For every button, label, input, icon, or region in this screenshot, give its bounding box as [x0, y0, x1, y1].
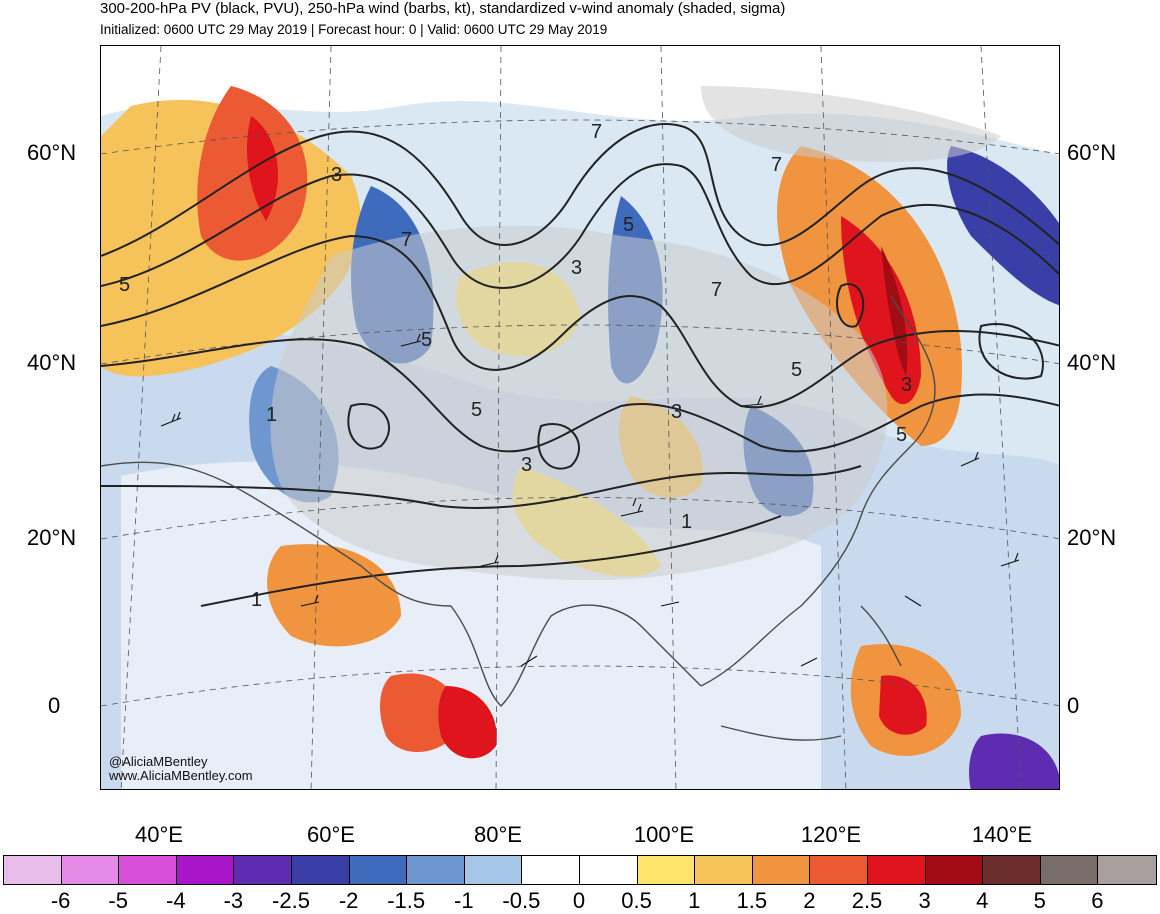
pv-contours — [101, 123, 1059, 607]
colorbar-swatch — [810, 856, 868, 884]
colorbar-tick-label: 0 — [572, 888, 586, 913]
contour-label: 1 — [266, 404, 277, 426]
wind-barbs — [160, 333, 1020, 667]
contour-label: 3 — [671, 401, 682, 423]
colorbar-tick-label: -0.5 — [502, 888, 541, 913]
colorbar-tick-label: -5 — [108, 888, 128, 913]
lat-label-left: 0 — [48, 693, 61, 718]
colorbar-tick-label: 2.5 — [851, 888, 883, 913]
colorbar-swatch — [119, 856, 177, 884]
colorbar-swatch — [1098, 856, 1156, 884]
colorbar-tick-label: 0.5 — [621, 888, 652, 913]
contour-label: 7 — [711, 279, 722, 301]
contour-label: 1 — [251, 589, 262, 611]
credit-url: www.AliciaMBentley.com — [109, 768, 253, 783]
contour-labels: 7 7 5 3 5 7 3 7 5 1 3 3 1 1 5 3 5 5 — [119, 121, 912, 611]
coastline — [101, 295, 936, 741]
colorbar-swatch — [522, 856, 580, 884]
lon-label: 120°E — [800, 822, 862, 847]
colorbar-tick-label: 1 — [688, 888, 701, 913]
lon-label: 80°E — [474, 822, 522, 847]
contour-label: 5 — [471, 399, 482, 421]
colorbar-tick-label: -1 — [454, 888, 474, 913]
colorbar-tick-label: -3 — [223, 888, 244, 913]
lon-label: 100°E — [633, 822, 695, 847]
map-panel: 7 7 5 3 5 7 3 7 5 1 3 3 1 1 5 3 5 5 @Ali… — [100, 45, 1060, 790]
map-canvas: 7 7 5 3 5 7 3 7 5 1 3 3 1 1 5 3 5 5 — [101, 46, 1059, 789]
contour-label: 7 — [591, 121, 602, 143]
colorbar-swatch — [349, 856, 408, 884]
colorbar-swatch — [176, 856, 235, 884]
chart-title: 300-200-hPa PV (black, PVU), 250-hPa win… — [100, 0, 786, 17]
contour-label: 5 — [623, 214, 634, 236]
colorbar-swatch — [867, 856, 926, 884]
colorbar-tick-label: 4 — [976, 888, 989, 913]
chart-subtitle: Initialized: 0600 UTC 29 May 2019 | Fore… — [100, 22, 608, 37]
colorbar-tick-label: -6 — [50, 888, 71, 913]
colorbar-swatch — [1040, 856, 1099, 884]
contour-label: 7 — [771, 154, 782, 176]
colorbar — [3, 855, 1157, 885]
contour-label: 5 — [896, 424, 907, 446]
colorbar-swatch — [61, 856, 120, 884]
colorbar-tick-label: -2 — [338, 888, 359, 913]
colorbar-swatch — [637, 856, 696, 884]
colorbar-tick-label: 5 — [1033, 888, 1046, 913]
colorbar-swatch — [291, 856, 350, 884]
colorbar-tick-label: -2.5 — [272, 888, 310, 913]
colorbar-swatch — [752, 856, 811, 884]
contour-label: 5 — [421, 329, 432, 351]
lon-label: 40°E — [135, 822, 183, 847]
lat-label-right: 0 — [1067, 693, 1080, 718]
colorbar-tick-label: -4 — [166, 888, 186, 913]
colorbar-swatch — [407, 856, 465, 884]
contour-label: 3 — [571, 257, 582, 279]
contour-label: 3 — [331, 164, 342, 186]
contour-label: 1 — [681, 511, 692, 533]
colorbar-tick-label: 1.5 — [736, 888, 768, 913]
lat-label-right: 60°N — [1067, 140, 1117, 165]
colorbar-swatch — [464, 856, 523, 884]
colorbar-swatch — [695, 856, 753, 884]
lat-label-left: 40°N — [27, 350, 77, 375]
lat-label-right: 20°N — [1067, 525, 1117, 550]
colorbar-swatch — [4, 856, 62, 884]
contour-label: 3 — [521, 454, 532, 476]
lon-label: 60°E — [307, 822, 355, 847]
contour-label: 5 — [791, 359, 802, 381]
contour-label: 3 — [901, 374, 912, 396]
contour-label: 5 — [119, 274, 130, 296]
colorbar-swatch — [579, 856, 638, 884]
lat-label-right: 40°N — [1067, 350, 1117, 375]
colorbar-tick-label: 2 — [803, 888, 816, 913]
lat-label-left: 60°N — [27, 140, 77, 165]
credit-handle: @AliciaMBentley — [109, 754, 208, 769]
lat-label-left: 20°N — [27, 525, 77, 550]
land-mass — [270, 86, 1001, 581]
colorbar-tick-label: 3 — [918, 888, 931, 913]
colorbar-swatch — [234, 856, 292, 884]
colorbar-tick-label: -1.5 — [387, 888, 426, 913]
colorbar-swatch — [925, 856, 984, 884]
contour-label: 7 — [401, 229, 412, 251]
lon-label: 140°E — [971, 822, 1033, 847]
colorbar-swatch — [983, 856, 1041, 884]
graticule — [101, 46, 1059, 789]
colorbar-tick-label: 6 — [1091, 888, 1104, 913]
